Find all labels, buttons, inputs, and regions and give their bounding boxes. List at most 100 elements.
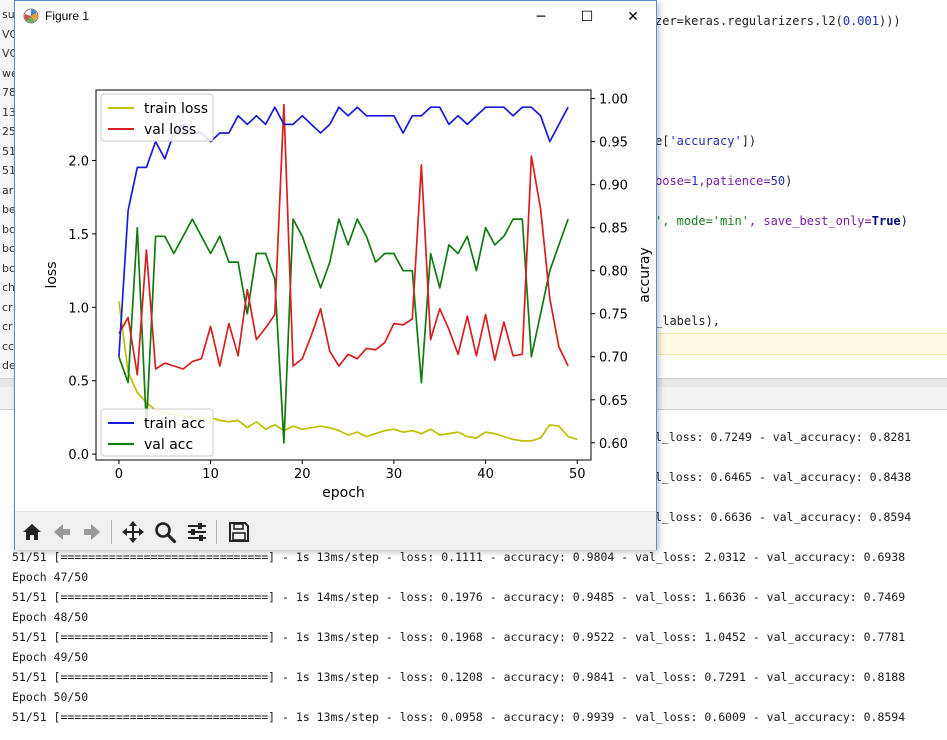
back-button[interactable] — [48, 518, 76, 546]
console-line: l_loss: 0.6636 - val_accuracy: 0.8594 — [655, 510, 912, 524]
code-token: 'min' — [712, 214, 749, 228]
code-token: 'accuracy' — [669, 134, 742, 148]
code-line[interactable]: bose=1,patience=50) — [655, 174, 792, 188]
configure-subplots-button[interactable] — [183, 518, 211, 546]
y-left-tick-label: 0.0 — [68, 448, 89, 463]
forward-icon — [84, 524, 100, 540]
gutter-label: de — [2, 359, 16, 372]
y-right-tick-label: 0.75 — [599, 308, 628, 323]
gutter-label: ch — [2, 281, 16, 294]
figure-window[interactable]: Figure 1 ─ ☐ ✕ 0 10 20 30 40 50 0.0 0.5 1.0 1.5 2.… — [14, 0, 657, 550]
gutter-label: cc — [2, 339, 15, 353]
code-token: True — [871, 214, 901, 228]
y-right-tick-label: 1.00 — [599, 93, 628, 108]
back-icon — [54, 524, 70, 540]
gutter-label: 25 — [2, 125, 16, 138]
code-token: e[ — [655, 134, 670, 148]
console-line: 51/51 [==============================] -… — [12, 630, 906, 644]
current-line-highlight — [655, 333, 947, 355]
y-left-axis-label: loss — [44, 261, 60, 288]
x-axis-label: epoch — [322, 485, 365, 501]
x-tick-label: 10 — [202, 467, 219, 482]
legend-label: train loss — [144, 101, 208, 117]
toolbar-separator — [216, 520, 217, 544]
console-line: l_loss: 0.7249 - val_accuracy: 0.8281 — [655, 430, 912, 444]
plot-frame — [95, 89, 592, 461]
gutter-label: VC — [2, 27, 18, 41]
code-line[interactable]: e['accuracy']) — [655, 134, 756, 148]
val-loss-line — [118, 103, 569, 376]
project-tree-gutter: suVCVCwe7813255151arbebcbcbcchcrcrccdedo — [0, 0, 18, 410]
y-left-tick-label: 1.0 — [68, 301, 89, 316]
legend-label: val acc — [144, 437, 193, 453]
x-tick-label: 30 — [386, 467, 403, 482]
maximize-button[interactable]: ☐ — [580, 8, 594, 25]
code-token: ) — [900, 214, 908, 228]
x-tick-label: 50 — [569, 467, 586, 482]
home-button[interactable] — [18, 518, 46, 546]
window-titlebar[interactable]: Figure 1 ─ ☐ ✕ — [15, 1, 656, 32]
gutter-label: be — [2, 203, 16, 216]
code-line[interactable]: _labels), — [655, 314, 720, 328]
configure-subplots-icon — [188, 523, 206, 541]
code-editor[interactable]: zer=keras.regularizers.l2(0.001))) e['acc… — [655, 0, 947, 380]
home-icon — [23, 524, 41, 540]
console-line: 51/51 [==============================] -… — [12, 710, 906, 724]
code-token: bose= — [655, 174, 692, 188]
navigation-toolbar — [15, 511, 656, 550]
close-button[interactable]: ✕ — [627, 8, 639, 25]
console-line: 51/51 [==============================] -… — [12, 670, 906, 684]
gutter-label: ar — [2, 183, 14, 197]
console-line: Epoch 47/50 — [12, 570, 89, 584]
gutter-label: 13 — [2, 105, 16, 119]
gutter-label: we — [2, 66, 18, 80]
code-token: ]) — [741, 134, 757, 148]
code-token: ) — [785, 174, 793, 188]
console-line: Epoch 50/50 — [12, 690, 89, 704]
forward-button[interactable] — [78, 518, 106, 546]
code-token: , save_best_only= — [748, 214, 872, 228]
code-token: zer=keras.regularizers.l2( — [655, 14, 843, 28]
minimize-button[interactable]: ─ — [536, 8, 546, 25]
code-token: 0.001 — [842, 14, 879, 28]
y-left-tick-label: 2.0 — [68, 154, 89, 169]
val-acc-line — [118, 218, 569, 444]
x-tick-label: 0 — [115, 467, 123, 482]
gutter-label: 51 — [2, 144, 16, 158]
code-line[interactable]: ', mode='min', save_best_only=True) — [655, 214, 908, 228]
x-tick-label: 40 — [477, 467, 494, 482]
run-console[interactable]: l_loss: 0.7249 - val_accuracy: 0.8281 l_l… — [0, 410, 947, 740]
y-right-tick-label: 0.65 — [599, 394, 628, 409]
pan-button[interactable] — [119, 518, 147, 546]
zoom-icon — [155, 522, 177, 544]
legend-label: train acc — [144, 416, 205, 432]
y-right-axis-label: accuray — [637, 247, 653, 302]
y-right-tick-label: 0.80 — [599, 265, 628, 280]
y-right-tick-label: 0.90 — [599, 179, 628, 194]
code-token: ))) — [878, 14, 901, 28]
pan-icon — [122, 521, 144, 543]
gutter-label: cr — [2, 300, 13, 314]
y-left-tick-label: 0.5 — [68, 375, 89, 390]
gutter-label: cr — [2, 320, 13, 333]
x-tick-label: 20 — [294, 467, 311, 482]
window-title: Figure 1 — [45, 9, 90, 23]
console-line: 51/51 [==============================] -… — [12, 550, 906, 564]
plot-canvas[interactable]: 0 10 20 30 40 50 0.0 0.5 1.0 1.5 2.0 0.60 0.65 0.70 0.… — [15, 32, 656, 511]
legend-label: val loss — [144, 122, 196, 138]
zoom-button[interactable] — [151, 518, 179, 546]
code-token: 50 — [770, 174, 786, 188]
save-button[interactable] — [225, 518, 253, 546]
y-left-tick-label: 1.5 — [68, 228, 89, 243]
gutter-label: bc — [2, 261, 16, 275]
console-line: Epoch 49/50 — [12, 650, 89, 664]
y-right-tick-label: 0.85 — [599, 222, 628, 237]
code-token: 1 — [691, 174, 699, 188]
matplotlib-icon — [23, 8, 39, 24]
console-line: 51/51 [==============================] -… — [12, 590, 906, 604]
code-token: _labels), — [655, 314, 721, 328]
loss-accuracy-chart: 0 10 20 30 40 50 0.0 0.5 1.0 1.5 2.0 0.60 0.65 0.70 0.… — [44, 89, 653, 501]
gutter-label: bc — [2, 222, 16, 236]
code-token: ', mode= — [655, 214, 713, 228]
code-line[interactable]: zer=keras.regularizers.l2(0.001))) — [655, 14, 901, 28]
